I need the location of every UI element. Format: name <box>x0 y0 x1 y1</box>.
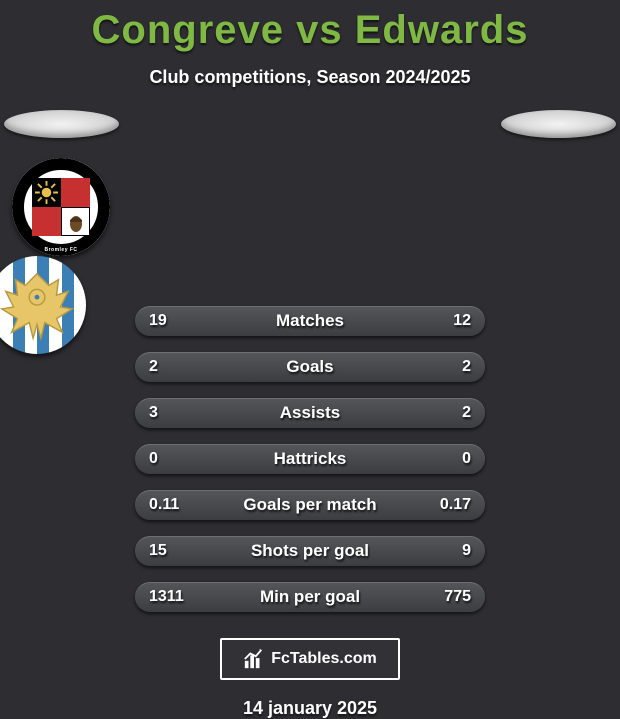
brand-badge: FcTables.com <box>220 638 400 680</box>
stat-row: 0 Hattricks 0 <box>135 444 485 474</box>
stat-row: 1311 Min per goal 775 <box>135 582 485 612</box>
stat-left-value: 2 <box>149 358 158 376</box>
stat-right-value: 2 <box>462 358 471 376</box>
stat-left-value: 19 <box>149 312 167 330</box>
stat-row: 15 Shots per goal 9 <box>135 536 485 566</box>
stat-label: Min per goal <box>260 587 360 607</box>
stat-left-value: 0 <box>149 450 158 468</box>
stat-left-value: 15 <box>149 542 167 560</box>
stat-left-value: 3 <box>149 404 158 422</box>
page-title: Congreve vs Edwards <box>0 0 620 53</box>
stat-right-value: 2 <box>462 404 471 422</box>
stats-list: 19 Matches 12 2 Goals 2 3 Assists 2 0 Ha… <box>135 306 485 612</box>
subtitle: Club competitions, Season 2024/2025 <box>0 67 620 88</box>
stat-left-value: 0.11 <box>149 496 179 514</box>
stat-right-value: 0 <box>462 450 471 468</box>
stat-label: Goals <box>286 357 333 377</box>
left-crest-label: Bromley FC <box>44 247 77 253</box>
stat-right-value: 775 <box>444 588 471 606</box>
comparison-area: Bromley FC 19 Matches 12 2 Goals 2 3 As <box>0 110 620 612</box>
stat-row: 0.11 Goals per match 0.17 <box>135 490 485 520</box>
stat-label: Shots per goal <box>251 541 369 561</box>
brand-text: FcTables.com <box>271 650 377 668</box>
stat-right-value: 9 <box>462 542 471 560</box>
right-pedestal <box>501 110 616 138</box>
sun-icon <box>35 181 58 204</box>
acorn-icon <box>62 208 91 237</box>
left-pedestal <box>4 110 119 138</box>
stat-row: 2 Goals 2 <box>135 352 485 382</box>
stat-label: Matches <box>276 311 344 331</box>
stat-label: Assists <box>280 403 340 423</box>
stat-right-value: 12 <box>453 312 471 330</box>
bars-icon <box>243 648 265 670</box>
right-club-crest <box>0 256 86 354</box>
stat-right-value: 0.17 <box>440 496 471 514</box>
stat-label: Hattricks <box>274 449 347 469</box>
left-club-crest: Bromley FC <box>12 158 110 256</box>
stat-label: Goals per match <box>243 495 376 515</box>
footer-date: 14 january 2025 <box>0 698 620 719</box>
stat-row: 19 Matches 12 <box>135 306 485 336</box>
stat-left-value: 1311 <box>149 588 184 606</box>
stat-row: 3 Assists 2 <box>135 398 485 428</box>
eagle-icon <box>0 266 76 344</box>
